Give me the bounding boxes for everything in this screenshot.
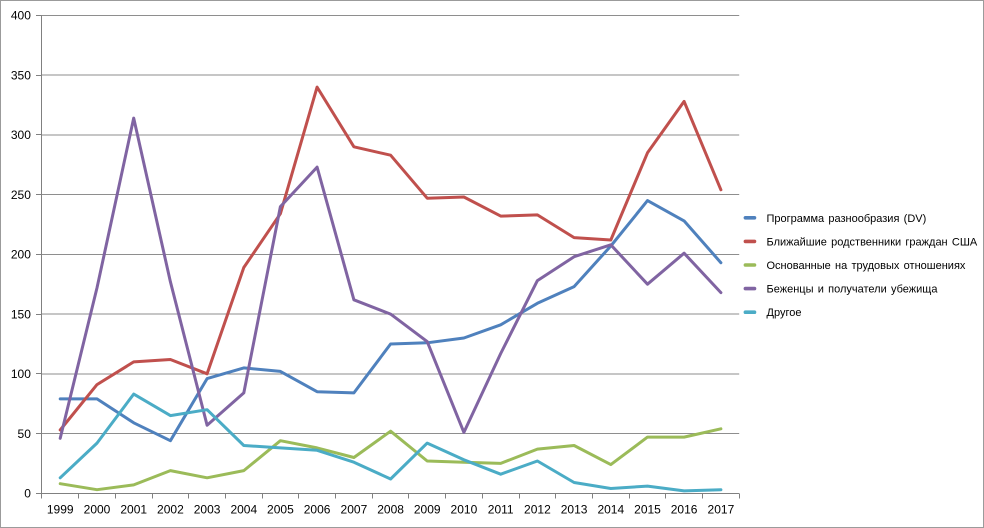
svg-text:250: 250	[11, 188, 31, 202]
svg-text:Другое: Другое	[767, 307, 802, 319]
svg-text:2008: 2008	[377, 503, 404, 517]
svg-text:300: 300	[11, 128, 31, 142]
svg-text:400: 400	[11, 9, 31, 23]
svg-text:2004: 2004	[230, 503, 257, 517]
svg-text:2016: 2016	[671, 503, 698, 517]
svg-text:2010: 2010	[451, 503, 478, 517]
svg-text:Ближайшие родственники граждан: Ближайшие родственники граждан США	[767, 236, 978, 248]
svg-text:50: 50	[18, 427, 32, 441]
svg-text:0: 0	[24, 487, 31, 501]
svg-text:150: 150	[11, 307, 31, 321]
svg-text:2014: 2014	[597, 503, 624, 517]
svg-text:2005: 2005	[267, 503, 294, 517]
svg-text:2013: 2013	[561, 503, 588, 517]
svg-text:2009: 2009	[414, 503, 441, 517]
svg-text:Основанные на трудовых отношен: Основанные на трудовых отношениях	[767, 260, 966, 272]
svg-text:2012: 2012	[524, 503, 551, 517]
svg-text:2011: 2011	[488, 503, 514, 517]
svg-text:Программа разнообразия (DV): Программа разнообразия (DV)	[767, 213, 927, 225]
svg-text:2003: 2003	[194, 503, 221, 517]
svg-text:Беженцы и получатели убежища: Беженцы и получатели убежища	[767, 284, 939, 296]
svg-text:2000: 2000	[84, 503, 111, 517]
svg-text:2015: 2015	[634, 503, 661, 517]
svg-text:2007: 2007	[341, 503, 368, 517]
svg-text:200: 200	[11, 248, 31, 262]
svg-text:1999: 1999	[47, 503, 74, 517]
svg-text:2006: 2006	[304, 503, 331, 517]
svg-text:100: 100	[11, 367, 31, 381]
svg-text:350: 350	[11, 68, 31, 82]
svg-text:2001: 2001	[120, 503, 147, 517]
svg-text:2017: 2017	[708, 503, 735, 517]
svg-text:2002: 2002	[157, 503, 184, 517]
